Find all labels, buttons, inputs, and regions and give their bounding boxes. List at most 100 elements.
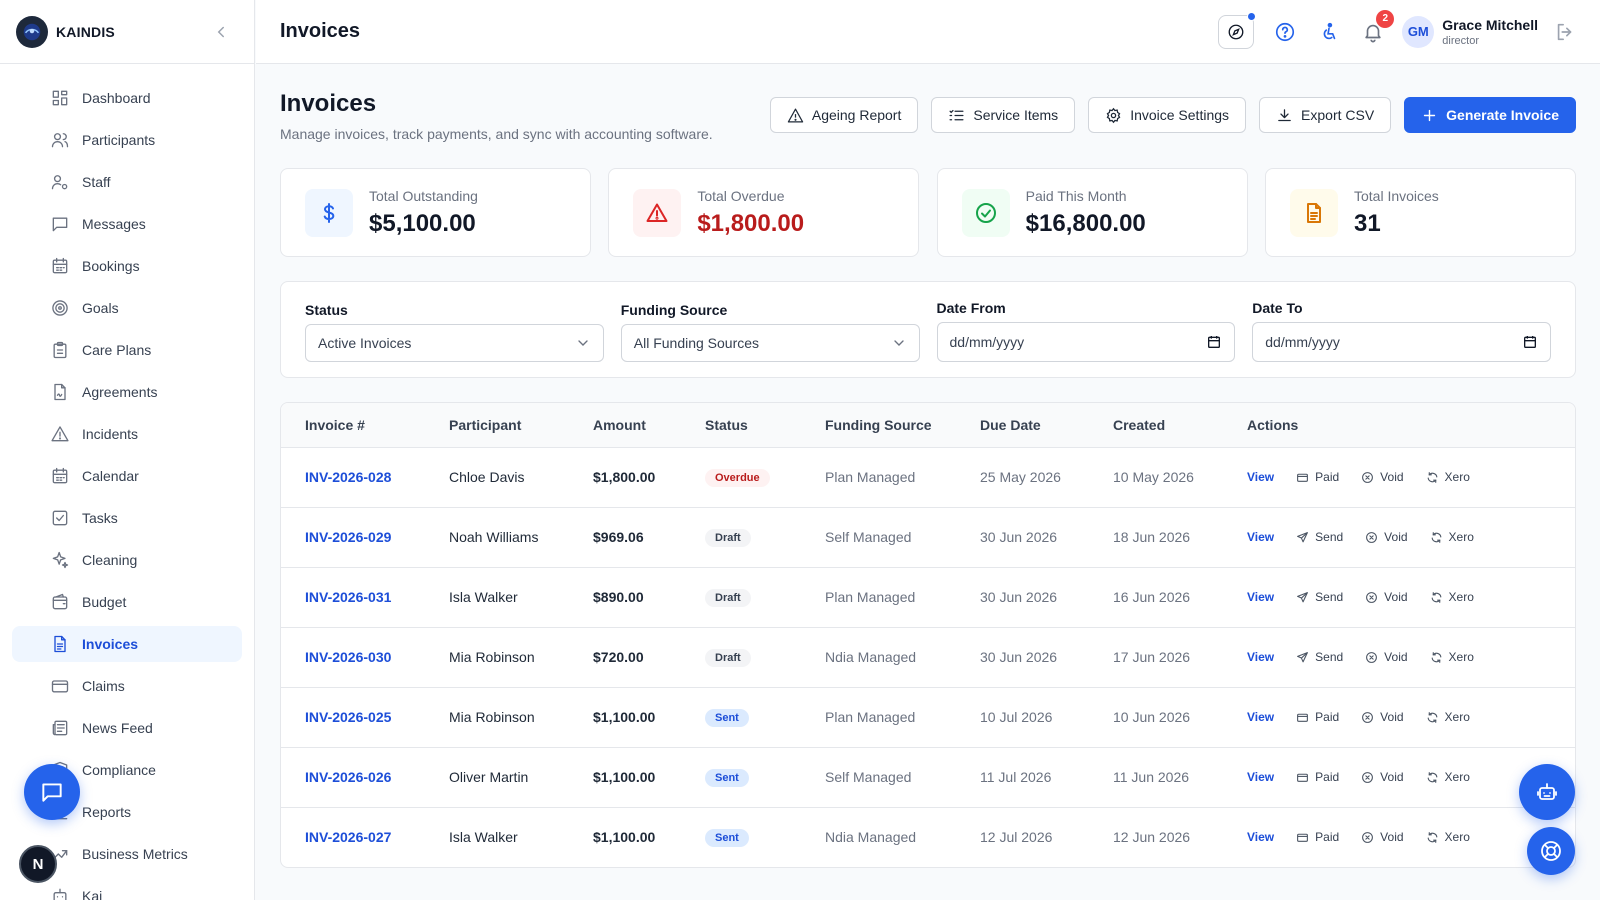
- avatar[interactable]: GM: [1402, 15, 1435, 48]
- view-button[interactable]: View: [1247, 710, 1275, 724]
- view-button[interactable]: View: [1247, 830, 1275, 845]
- stat-card-paid-this-month: Paid This Month $16,800.00: [936, 168, 1248, 257]
- xero-label: Xero: [1448, 530, 1474, 544]
- void-button[interactable]: Void: [1361, 830, 1404, 844]
- void-label: Void: [1384, 590, 1408, 604]
- send-button[interactable]: Send: [1296, 650, 1343, 664]
- sidebar-item-budget[interactable]: Budget: [12, 584, 242, 620]
- mark-paid-button[interactable]: Paid: [1296, 710, 1339, 724]
- export-csv-button[interactable]: Export CSV: [1259, 97, 1392, 133]
- invoice-link[interactable]: INV-2026-028: [305, 469, 392, 485]
- invoices-table-card: Invoice # Participant Amount Status Funding …: [280, 402, 1576, 868]
- status-badge: Draft: [705, 528, 751, 547]
- sidebar-item-agreements[interactable]: Agreements: [12, 374, 242, 410]
- view-button[interactable]: View: [1247, 590, 1275, 604]
- sidebar-item-kai[interactable]: Kai: [12, 878, 242, 900]
- sidebar-item-calendar[interactable]: Calendar: [12, 458, 242, 494]
- view-button[interactable]: View: [1247, 650, 1275, 664]
- xero-sync-button[interactable]: Xero: [1426, 710, 1470, 724]
- invoice-link[interactable]: INV-2026-025: [305, 709, 392, 725]
- top-header: Invoices 2 GM Grace Mitchell director: [256, 0, 1600, 64]
- void-button[interactable]: Void: [1361, 470, 1404, 484]
- date-from-input[interactable]: dd/mm/yyyy: [936, 322, 1236, 362]
- calendar-icon[interactable]: [1206, 334, 1222, 350]
- table-row[interactable]: INV-2026-028 Chloe Davis $1,800.00 Overdue P…: [281, 447, 1575, 508]
- sidebar-item-bookings[interactable]: Bookings: [12, 248, 242, 284]
- calendar-icon[interactable]: [1522, 334, 1538, 350]
- sidebar-item-dashboard[interactable]: Dashboard: [12, 80, 242, 116]
- chat-button[interactable]: [24, 764, 80, 820]
- mark-paid-button[interactable]: Paid: [1296, 770, 1339, 784]
- user-info[interactable]: Grace Mitchell director: [1442, 17, 1538, 47]
- table-row[interactable]: INV-2026-026 Oliver Martin $1,100.00 Sent Se…: [281, 747, 1575, 808]
- brand: KAINDIS: [0, 0, 254, 64]
- invoice-link[interactable]: INV-2026-029: [305, 529, 392, 545]
- xero-sync-button[interactable]: Xero: [1430, 650, 1474, 664]
- accessibility-icon[interactable]: [1316, 19, 1342, 45]
- help-icon[interactable]: [1272, 19, 1298, 45]
- export-csv-label: Export CSV: [1301, 107, 1375, 123]
- date-from-label: Date From: [936, 300, 1006, 316]
- void-button[interactable]: Void: [1361, 770, 1404, 784]
- support-button[interactable]: [1527, 827, 1575, 875]
- void-button[interactable]: Void: [1361, 710, 1404, 724]
- xero-sync-button[interactable]: Xero: [1426, 470, 1470, 484]
- funding-select[interactable]: All Funding Sources: [620, 324, 920, 362]
- participant-name: Isla Walker: [449, 829, 518, 846]
- sidebar-item-goals[interactable]: Goals: [12, 290, 242, 326]
- mark-paid-button[interactable]: Paid: [1296, 470, 1339, 484]
- user-name: Grace Mitchell: [1442, 16, 1538, 33]
- xero-sync-button[interactable]: Xero: [1430, 530, 1474, 544]
- date-to-filter: Date To dd/mm/yyyy: [1252, 282, 1551, 377]
- service-items-button[interactable]: Service Items: [931, 97, 1076, 133]
- table-header-row: Invoice # Participant Amount Status Funding …: [281, 403, 1575, 448]
- due-date: 25 May 2026: [980, 469, 1061, 485]
- sidebar-item-participants[interactable]: Participants: [12, 122, 242, 158]
- sidebar-item-messages[interactable]: Messages: [12, 206, 242, 242]
- sidebar-item-staff[interactable]: Staff: [12, 164, 242, 200]
- view-button[interactable]: View: [1247, 470, 1275, 484]
- xero-sync-button[interactable]: Xero: [1426, 830, 1470, 844]
- xero-sync-button[interactable]: Xero: [1430, 590, 1474, 604]
- table-row[interactable]: INV-2026-025 Mia Robinson $1,100.00 Sent Pla…: [281, 687, 1575, 748]
- users-icon: [50, 130, 70, 150]
- brand-logo-icon[interactable]: [16, 15, 48, 48]
- invoice-link[interactable]: INV-2026-031: [305, 589, 392, 605]
- table-row[interactable]: INV-2026-030 Mia Robinson $720.00 Draft Ndia…: [281, 627, 1575, 688]
- bell-icon[interactable]: 2: [1360, 9, 1395, 45]
- mark-paid-label: Paid: [1315, 830, 1340, 845]
- ageing-report-button[interactable]: Ageing Report: [769, 97, 919, 133]
- sidebar-item-care-plans[interactable]: Care Plans: [12, 332, 242, 368]
- sidebar-item-claims[interactable]: Claims: [12, 668, 242, 704]
- void-button[interactable]: Void: [1365, 590, 1408, 604]
- generate-invoice-button[interactable]: Generate Invoice: [1404, 97, 1576, 133]
- xero-sync-button[interactable]: Xero: [1426, 770, 1470, 784]
- view-button[interactable]: View: [1247, 530, 1275, 544]
- sidebar-item-news-feed[interactable]: News Feed: [12, 710, 242, 746]
- view-button[interactable]: View: [1247, 770, 1275, 784]
- void-button[interactable]: Void: [1365, 650, 1408, 664]
- table-row[interactable]: INV-2026-029 Noah Williams $969.06 Draft Sel…: [281, 507, 1575, 568]
- mark-paid-button[interactable]: Paid: [1296, 830, 1339, 844]
- logout-icon[interactable]: [1554, 21, 1576, 43]
- compass-button[interactable]: [1218, 11, 1257, 49]
- invoice-link[interactable]: INV-2026-027: [305, 829, 392, 846]
- invoice-settings-button[interactable]: Invoice Settings: [1088, 97, 1247, 133]
- sidebar-item-incidents[interactable]: Incidents: [12, 416, 242, 452]
- send-button[interactable]: Send: [1296, 530, 1343, 544]
- chevron-left-icon[interactable]: [212, 23, 230, 41]
- table-row[interactable]: INV-2026-027 Isla Walker $1,100.00 Sent Ndia…: [281, 807, 1575, 867]
- sidebar-item-invoices[interactable]: Invoices: [12, 626, 242, 662]
- date-to-input[interactable]: dd/mm/yyyy: [1252, 322, 1551, 362]
- n-badge[interactable]: N: [19, 845, 57, 883]
- send-button[interactable]: Send: [1296, 590, 1343, 604]
- invoice-link[interactable]: INV-2026-030: [305, 649, 392, 665]
- invoice-link[interactable]: INV-2026-026: [305, 769, 392, 785]
- sidebar-item-cleaning[interactable]: Cleaning: [12, 542, 242, 578]
- void-button[interactable]: Void: [1365, 530, 1408, 544]
- assistant-button[interactable]: [1519, 764, 1575, 820]
- sidebar-item-tasks[interactable]: Tasks: [12, 500, 242, 536]
- table-row[interactable]: INV-2026-031 Isla Walker $890.00 Draft Plan …: [281, 567, 1575, 628]
- column-header: Status: [705, 403, 825, 448]
- status-select[interactable]: Active Invoices: [305, 324, 604, 362]
